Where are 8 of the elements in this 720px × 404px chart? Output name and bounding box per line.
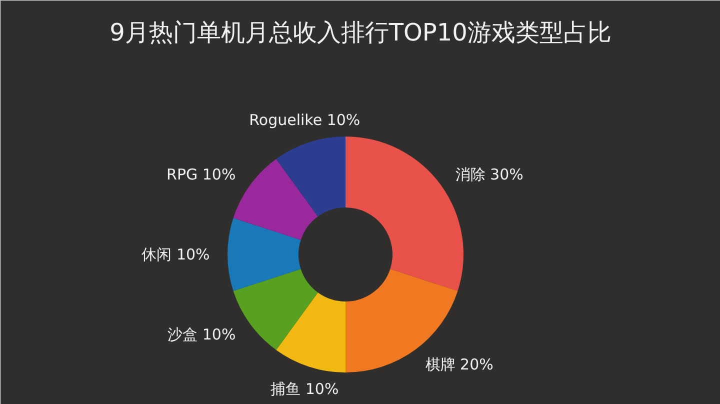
slice-label: 休闲 10% (142, 246, 210, 264)
slice-label: Roguelike 10% (249, 110, 360, 129)
slice-label: 沙盒 10% (168, 325, 236, 344)
slice-label: 捕鱼 10% (270, 380, 339, 398)
chart-title: 9月热门单机月总收入排行TOP10游戏类型占比 (110, 18, 612, 46)
slice-label: 棋牌 20% (425, 355, 494, 374)
slice-label: RPG 10% (166, 166, 236, 184)
slice-label: 消除 30% (455, 166, 524, 184)
